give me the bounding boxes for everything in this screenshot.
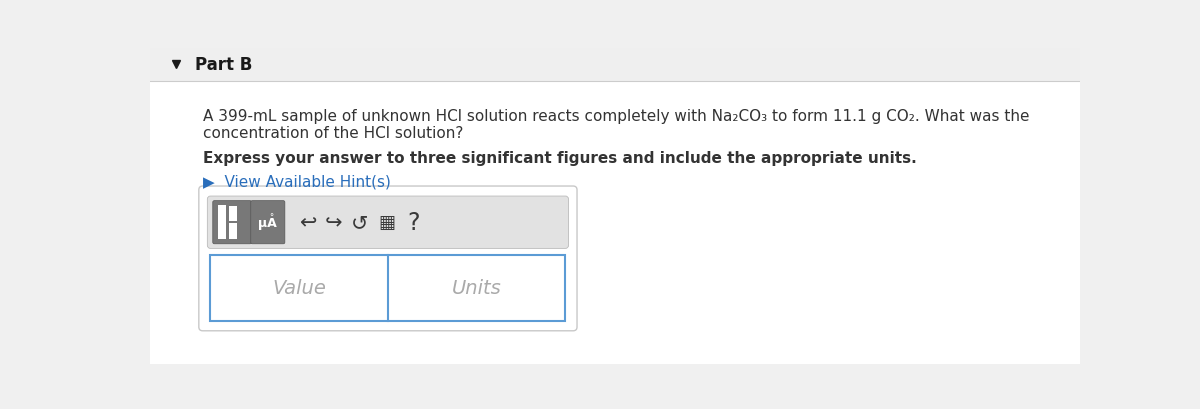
FancyBboxPatch shape (150, 49, 1080, 81)
FancyBboxPatch shape (210, 255, 565, 321)
Text: µA: µA (258, 217, 277, 230)
Text: ▶  View Available Hint(s): ▶ View Available Hint(s) (203, 174, 390, 189)
Text: ▦: ▦ (378, 213, 395, 231)
Text: Part B: Part B (194, 56, 252, 74)
Text: Value: Value (272, 279, 326, 297)
Text: Express your answer to three significant figures and include the appropriate uni: Express your answer to three significant… (203, 151, 917, 166)
Text: °: ° (269, 213, 272, 222)
Text: ↺: ↺ (350, 213, 368, 233)
Text: ?: ? (407, 211, 420, 235)
FancyBboxPatch shape (229, 223, 236, 240)
Text: Units: Units (451, 279, 502, 297)
Text: ↩: ↩ (299, 213, 317, 233)
FancyBboxPatch shape (218, 206, 226, 240)
Text: concentration of the HCl solution?: concentration of the HCl solution? (203, 126, 463, 141)
FancyBboxPatch shape (212, 201, 252, 244)
FancyBboxPatch shape (251, 201, 284, 244)
Text: ↪: ↪ (325, 213, 342, 233)
FancyBboxPatch shape (208, 197, 569, 249)
Text: A 399‑mL sample of unknown HCl solution reacts completely with Na₂CO₃ to form 11: A 399‑mL sample of unknown HCl solution … (203, 109, 1030, 124)
FancyBboxPatch shape (150, 81, 1080, 364)
FancyBboxPatch shape (199, 187, 577, 331)
FancyBboxPatch shape (229, 207, 236, 222)
